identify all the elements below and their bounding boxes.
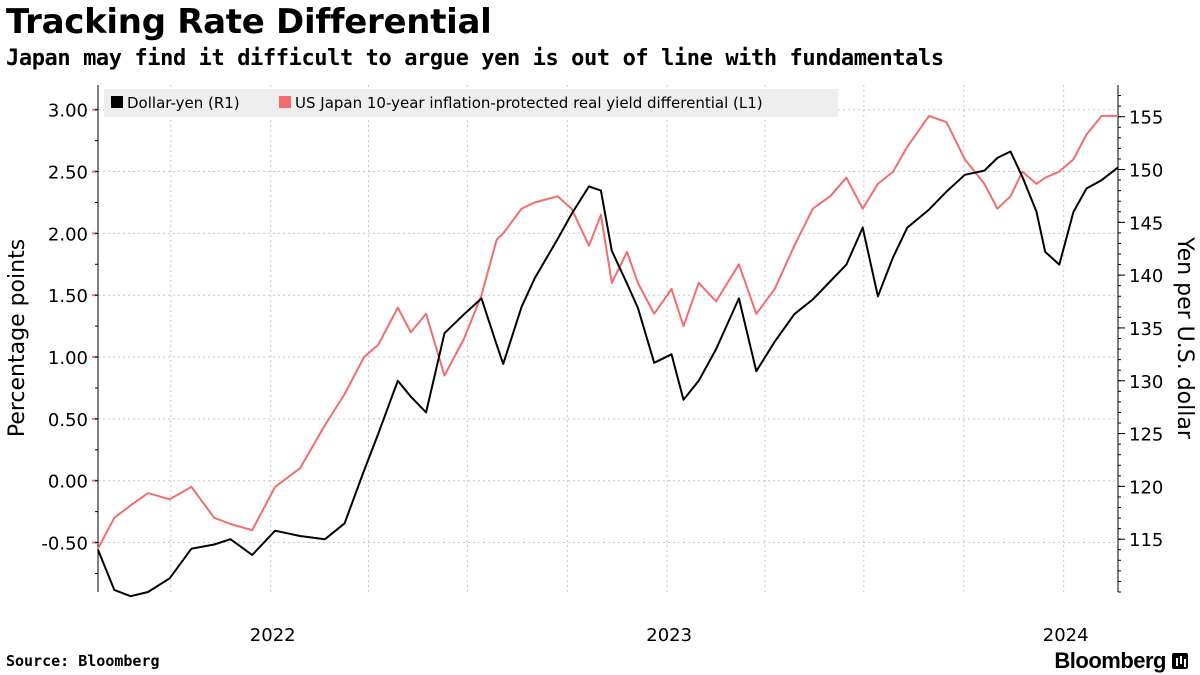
right-tick-label: 125: [1129, 425, 1163, 446]
right-tick-label: 145: [1129, 213, 1163, 234]
real-yield-differential-line: [97, 114, 1118, 550]
x-tick-label: 2024: [1043, 625, 1089, 646]
left-tick-label: 1.00: [48, 348, 88, 369]
brand-name: Bloomberg: [1054, 648, 1166, 673]
source-note: Source: Bloomberg: [6, 652, 160, 670]
left-tick-label: 3.00: [48, 101, 88, 122]
left-axis-title: Percentage points: [5, 239, 30, 437]
left-tick-label: 2.00: [48, 224, 88, 245]
right-tick-label: 115: [1129, 530, 1163, 551]
right-tick-label: 135: [1129, 319, 1163, 340]
dollar-yen-line: [97, 150, 1119, 598]
legend-box: [104, 89, 838, 117]
left-tick-label: 0.00: [48, 472, 88, 493]
right-tick-label: 140: [1129, 266, 1163, 287]
right-tick-label: 155: [1129, 108, 1163, 129]
chart-subtitle: Japan may find it difficult to argue yen…: [6, 46, 944, 71]
right-tick-label: 120: [1129, 477, 1163, 498]
chart-title: Tracking Rate Differential: [6, 2, 492, 42]
right-tick-label: 150: [1129, 161, 1163, 182]
legend-swatch-dollar-yen: [111, 96, 123, 108]
x-tick-label: 2023: [646, 625, 692, 646]
bloomberg-terminal-icon: [1172, 653, 1188, 669]
x-tick-label: 2022: [250, 625, 296, 646]
left-tick-label: -0.50: [41, 534, 88, 555]
legend-label-dollar-yen: Dollar-yen (R1): [127, 94, 240, 112]
left-tick-label: 1.50: [48, 286, 88, 307]
legend-label-real-yield: US Japan 10-year inflation-protected rea…: [295, 94, 763, 112]
right-tick-label: 130: [1129, 372, 1163, 393]
brand-logo: Bloomberg: [1054, 648, 1188, 674]
legend-swatch-real-yield: [279, 96, 291, 108]
right-axis-title: Yen per U.S. dollar: [1172, 236, 1197, 440]
left-tick-label: 2.50: [48, 163, 88, 184]
left-tick-label: 0.50: [48, 410, 88, 431]
